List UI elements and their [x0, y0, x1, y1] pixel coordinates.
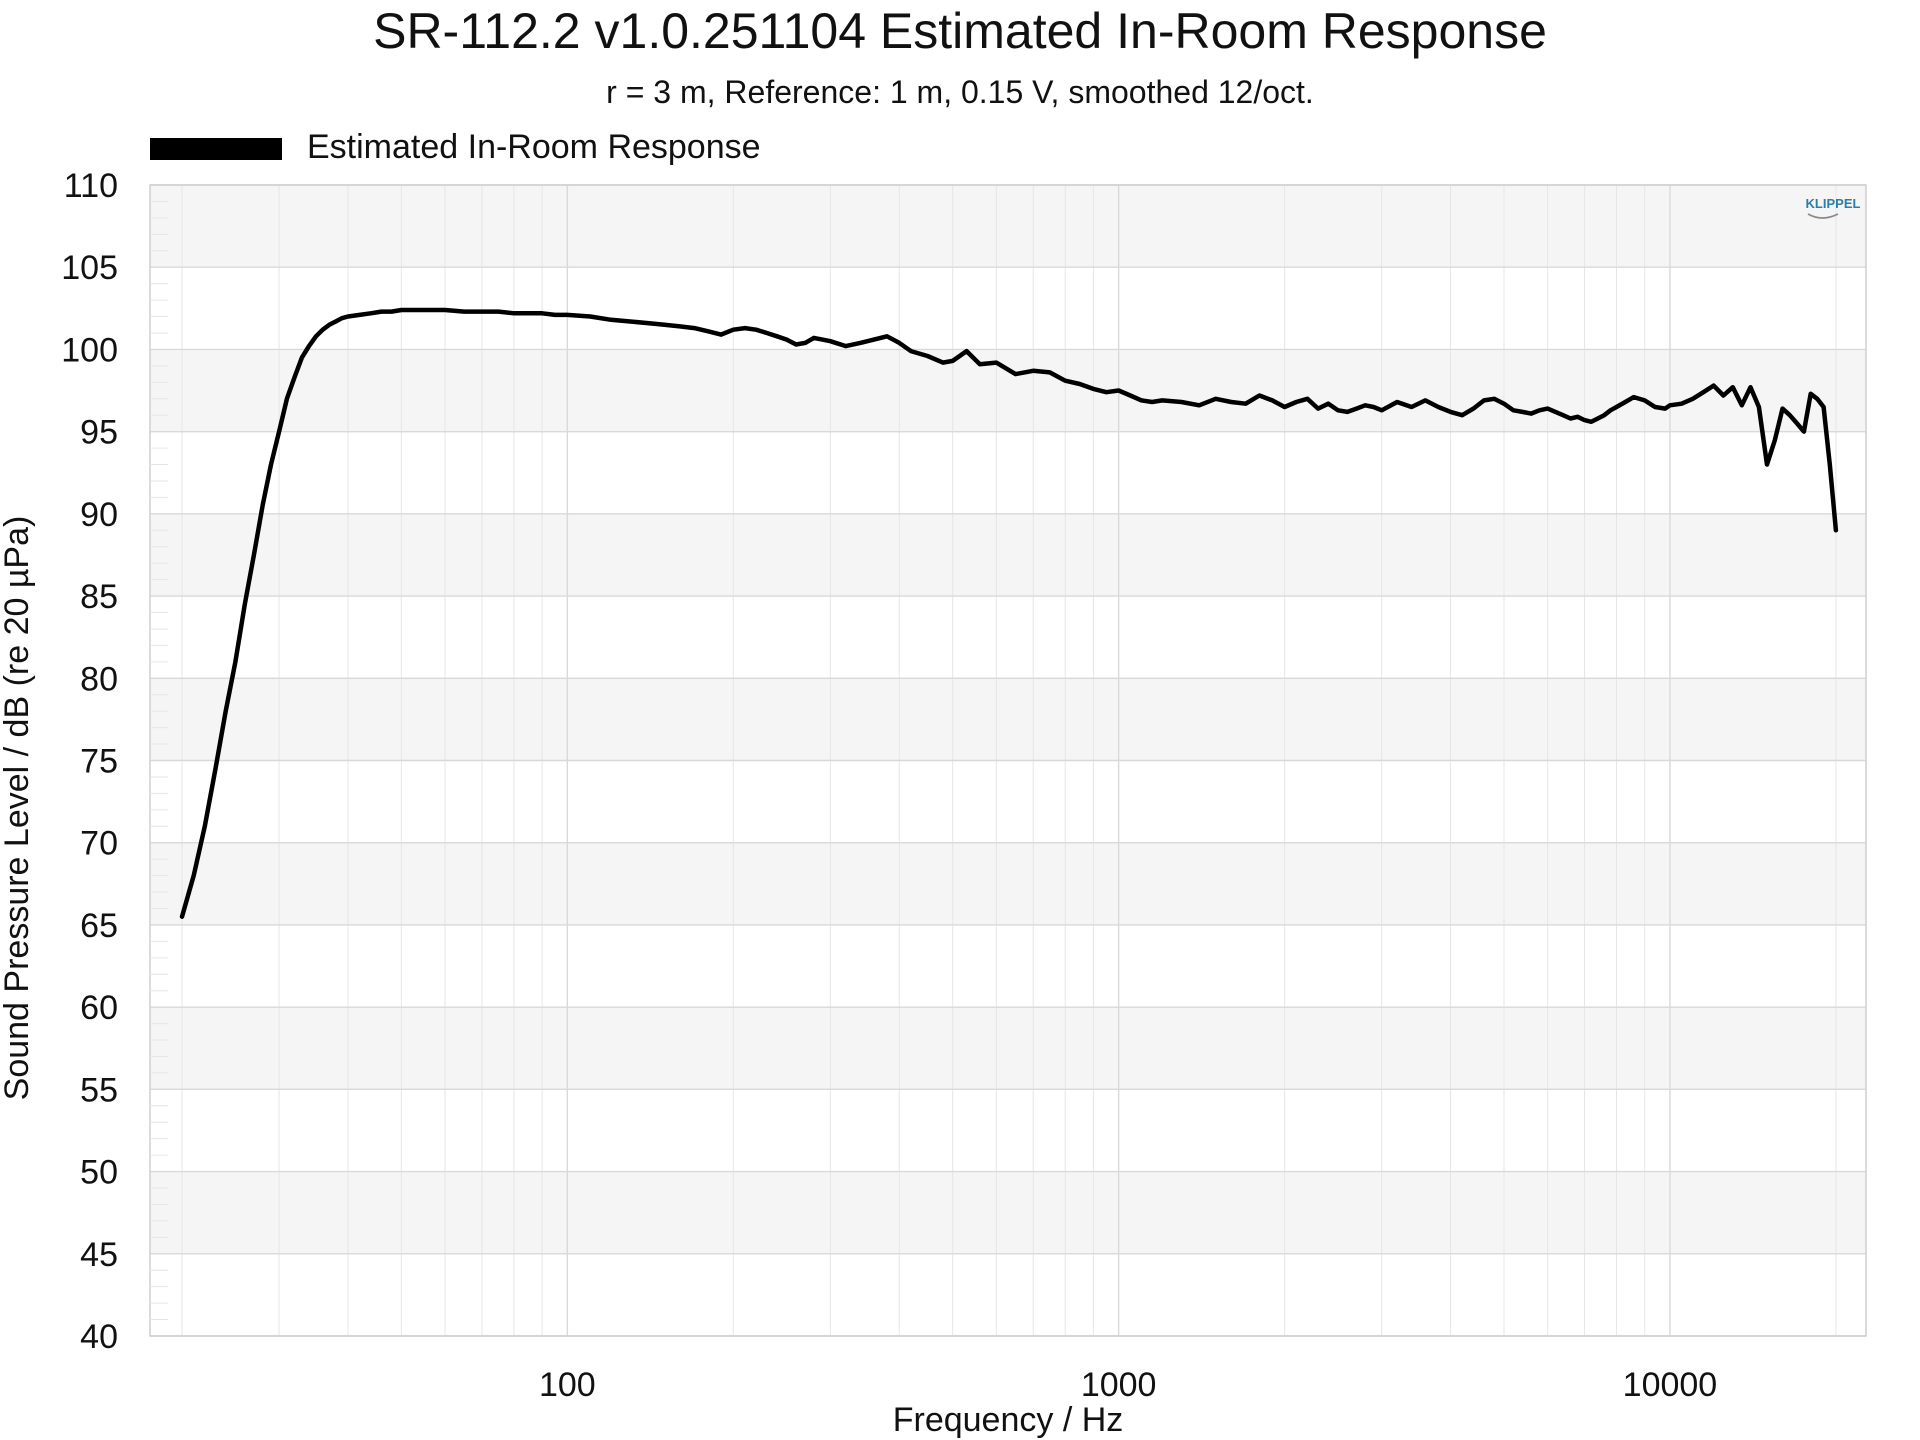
svg-text:KLIPPEL: KLIPPEL [1806, 196, 1861, 211]
y-tick-label: 40 [80, 1318, 118, 1356]
legend: Estimated In-Room Response [150, 128, 761, 166]
y-tick-label: 85 [80, 578, 118, 616]
chart-subtitle: r = 3 m, Reference: 1 m, 0.15 V, smoothe… [606, 74, 1314, 110]
series-layer [179, 307, 1839, 919]
x-axis-label: Frequency / Hz [893, 1401, 1124, 1439]
plot-band [150, 1007, 1866, 1090]
plot-band [150, 185, 1866, 268]
series-line [179, 307, 1839, 919]
grid [150, 184, 1866, 1337]
legend-label: Estimated In-Room Response [307, 128, 761, 166]
x-axis-ticks: 100 1000 10000 [539, 1366, 1717, 1404]
plot-band [150, 842, 1866, 925]
y-tick-label: 70 [80, 825, 118, 863]
y-axis-label: Sound Pressure Level / dB (re 20 µPa) [0, 516, 36, 1101]
x-tick-label: 100 [539, 1366, 596, 1404]
x-tick-label: 10000 [1623, 1366, 1718, 1404]
y-tick-label: 50 [80, 1154, 118, 1192]
plot-frame [149, 184, 1867, 1337]
plot-band [150, 349, 1866, 432]
y-tick-label: 80 [80, 660, 118, 698]
y-tick-label: 100 [61, 331, 118, 369]
y-tick-label: 65 [80, 907, 118, 945]
plot-band [150, 678, 1866, 761]
chart-title: SR-112.2 v1.0.251104 Estimated In-Room R… [373, 3, 1547, 59]
y-axis-ticks: 40 45 50 55 60 65 70 75 80 85 90 95 100 105 110 [61, 167, 168, 1356]
y-tick-label: 60 [80, 989, 118, 1027]
klippel-logo: KLIPPEL [1806, 196, 1861, 219]
y-tick-label: 55 [80, 1071, 118, 1109]
plot-band [150, 1171, 1866, 1254]
y-tick-label: 105 [61, 249, 118, 287]
plot-bands [150, 185, 1866, 1254]
y-tick-label: 45 [80, 1236, 118, 1274]
y-tick-label: 75 [80, 743, 118, 781]
x-tick-label: 1000 [1081, 1366, 1157, 1404]
plot-band [150, 513, 1866, 597]
y-tick-label: 90 [80, 496, 118, 534]
y-tick-label: 95 [80, 414, 118, 452]
y-tick-label: 110 [64, 167, 118, 205]
